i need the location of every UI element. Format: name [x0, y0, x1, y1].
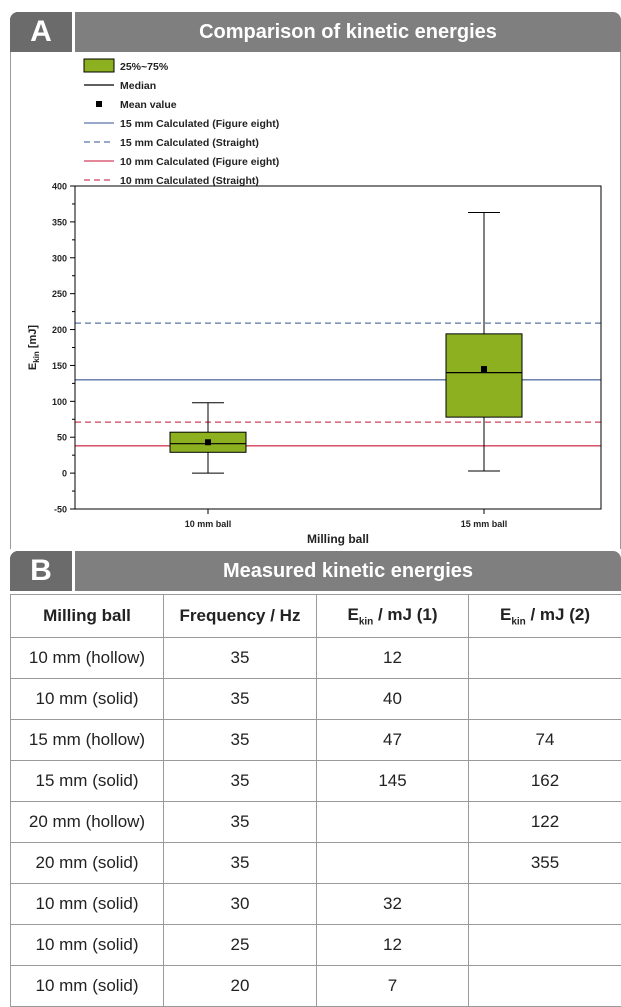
cell-freq: 35: [164, 638, 317, 679]
cell-freq: 25: [164, 925, 317, 966]
kinetic-energy-table: Milling ball Frequency / Hz Ekin / mJ (1…: [10, 594, 621, 1007]
cell-e1: 12: [317, 638, 469, 679]
y-tick-label: 100: [52, 397, 67, 407]
x-tick-label: 15 mm ball: [461, 519, 508, 529]
iqr-box: [446, 334, 522, 417]
cell-ball: 10 mm (solid): [11, 679, 164, 720]
y-tick-label: 0: [62, 469, 67, 479]
y-axis-label: Ekin [mJ]: [27, 325, 41, 371]
cell-freq: 35: [164, 679, 317, 720]
cell-e2: 74: [469, 720, 621, 761]
cell-e2: [469, 966, 621, 1007]
panel-b-title: Measured kinetic energies: [75, 551, 621, 591]
panel-b-letter: B: [10, 551, 75, 591]
cell-ball: 10 mm (solid): [11, 884, 164, 925]
cell-e1: [317, 843, 469, 884]
box-chart: -50 0 50 100 150 200 250 300 350 400 10 mm ball 15 …: [0, 52, 621, 549]
cell-e1: [317, 802, 469, 843]
table-header-row: Milling ball Frequency / Hz Ekin / mJ (1…: [11, 595, 621, 638]
header-ekin-1: Ekin / mJ (1): [317, 595, 469, 638]
cell-e2: 122: [469, 802, 621, 843]
header-ekin-2: Ekin / mJ (2): [469, 595, 621, 638]
cell-freq: 35: [164, 761, 317, 802]
y-tick-label: 350: [52, 217, 67, 227]
panel-a-title: Comparison of kinetic energies: [75, 12, 621, 52]
cell-ball: 20 mm (solid): [11, 843, 164, 884]
legend-line-label: 10 mm Calculated (Straight): [120, 175, 259, 187]
cell-e1: 12: [317, 925, 469, 966]
cell-e1: 7: [317, 966, 469, 1007]
cell-ball: 10 mm (solid): [11, 925, 164, 966]
cell-e1: 145: [317, 761, 469, 802]
cell-freq: 35: [164, 720, 317, 761]
cell-ball: 15 mm (hollow): [11, 720, 164, 761]
panel-b-header: B Measured kinetic energies: [10, 551, 621, 591]
legend-box-label: 25%~75%: [120, 61, 169, 73]
table-row: 20 mm (hollow)35 122: [11, 802, 621, 843]
legend-mean-swatch: [96, 101, 102, 107]
cell-freq: 35: [164, 802, 317, 843]
cell-e2: [469, 925, 621, 966]
cell-e2: [469, 679, 621, 720]
panel-a-letter: A: [10, 12, 75, 52]
legend-box-swatch: [84, 59, 114, 72]
legend-median-label: Median: [120, 80, 156, 92]
cell-e2: [469, 884, 621, 925]
header-frequency: Frequency / Hz: [164, 595, 317, 638]
y-tick-label: 200: [52, 325, 67, 335]
cell-freq: 20: [164, 966, 317, 1007]
mean-marker: [205, 439, 211, 445]
cell-ball: 15 mm (solid): [11, 761, 164, 802]
header-milling-ball: Milling ball: [11, 595, 164, 638]
y-tick-label: 300: [52, 253, 67, 263]
panel-a-header: A Comparison of kinetic energies: [10, 12, 621, 52]
cell-ball: 20 mm (hollow): [11, 802, 164, 843]
y-tick-label: -50: [54, 505, 67, 515]
cell-ball: 10 mm (hollow): [11, 638, 164, 679]
mean-marker: [481, 366, 487, 372]
cell-e1: 47: [317, 720, 469, 761]
y-tick-label: 400: [52, 182, 67, 192]
cell-e2: 355: [469, 843, 621, 884]
cell-e1: 40: [317, 679, 469, 720]
cell-e2: 162: [469, 761, 621, 802]
x-tick-label: 10 mm ball: [185, 519, 232, 529]
legend-mean-label: Mean value: [120, 99, 177, 111]
table-row: 20 mm (solid)35 355: [11, 843, 621, 884]
y-tick-label: 50: [57, 433, 67, 443]
x-axis-label: Milling ball: [307, 532, 369, 546]
legend-line-label: 10 mm Calculated (Figure eight): [120, 156, 279, 168]
cell-freq: 30: [164, 884, 317, 925]
legend-line-label: 15 mm Calculated (Figure eight): [120, 118, 279, 130]
cell-e1: 32: [317, 884, 469, 925]
y-tick-label: 150: [52, 361, 67, 371]
cell-e2: [469, 638, 621, 679]
cell-ball: 10 mm (solid): [11, 966, 164, 1007]
y-tick-label: 250: [52, 289, 67, 299]
legend-line-label: 15 mm Calculated (Straight): [120, 137, 259, 149]
cell-freq: 35: [164, 843, 317, 884]
